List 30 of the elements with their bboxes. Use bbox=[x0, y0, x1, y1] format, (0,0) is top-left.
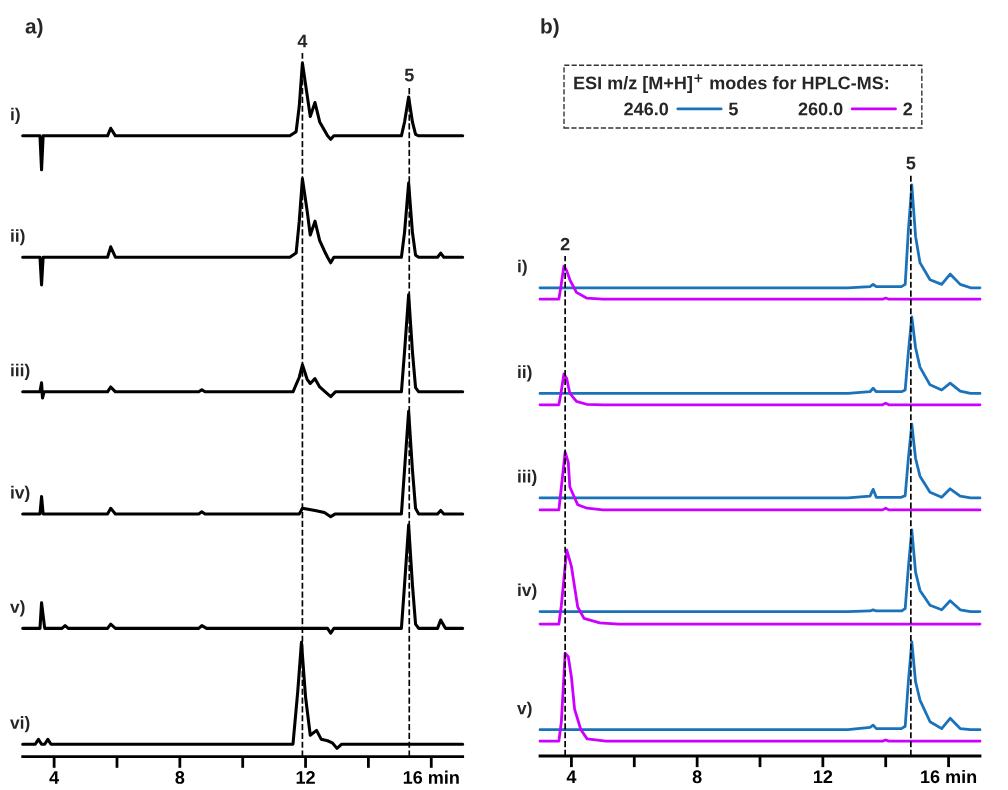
text: iv) bbox=[518, 583, 537, 600]
annotation: 5 bbox=[906, 156, 916, 170]
legend-title: ESI m/z [M+H]$^{+}$ modes for HPLC-MS: bbox=[574, 74, 889, 93]
series-label: ii) bbox=[11, 229, 25, 246]
annotation: 4 bbox=[297, 34, 308, 48]
annotation: 2 bbox=[560, 237, 570, 251]
x-tick-label: 16 min bbox=[403, 770, 459, 784]
chart-title: a) bbox=[25, 18, 43, 38]
legend-label: 2 bbox=[903, 102, 913, 116]
text: 260.0 bbox=[798, 102, 843, 116]
series-label: iii) bbox=[11, 363, 30, 380]
text: v) bbox=[517, 701, 532, 718]
text: i) bbox=[518, 259, 527, 276]
series-label: vi) bbox=[10, 716, 30, 733]
text: 246.0 bbox=[624, 102, 669, 116]
text: iii) bbox=[518, 469, 537, 486]
text: ii) bbox=[518, 365, 532, 382]
chart-title: b) bbox=[541, 18, 559, 38]
x-tick-label: 12 bbox=[813, 770, 833, 783]
series-label: iv) bbox=[11, 485, 30, 502]
x-tick-label: 8 bbox=[175, 771, 185, 784]
x-tick-label: 16 min bbox=[921, 769, 977, 784]
series-label: i) bbox=[11, 107, 20, 124]
series-label: v) bbox=[10, 600, 25, 617]
annotation: 5 bbox=[404, 68, 414, 82]
x-tick-label: 8 bbox=[692, 770, 702, 784]
x-tick-label: 4 bbox=[49, 771, 60, 784]
x-tick-label: 12 bbox=[296, 771, 315, 784]
x-tick-label: 4 bbox=[566, 770, 577, 783]
legend-label: 5 bbox=[728, 102, 738, 116]
